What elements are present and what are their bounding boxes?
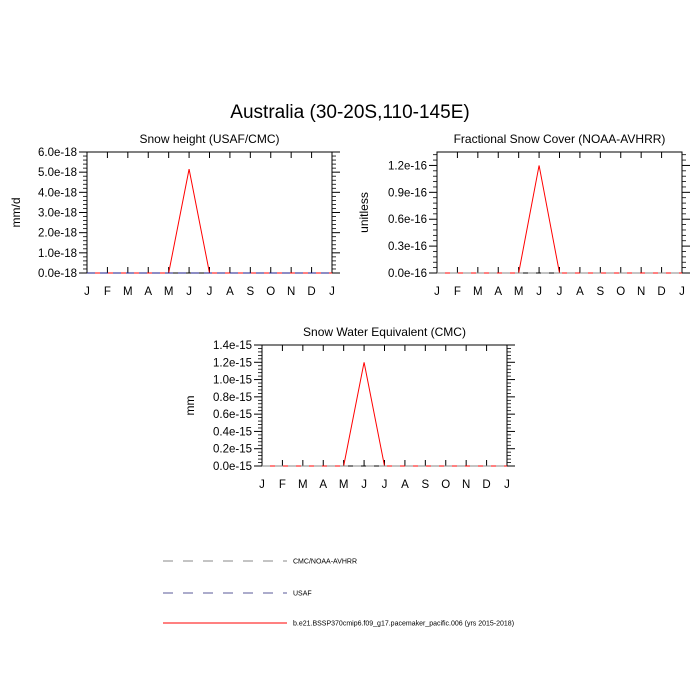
y-tick-label: 0.4e-15 <box>213 426 252 438</box>
panel-3: Snow Water Equivalent (CMC)mmJ F M A M J J A S O N… <box>183 325 515 491</box>
y-tick-label: 1.2e-16 <box>388 160 427 172</box>
x-tick-label: N <box>462 479 470 491</box>
x-tick-label: F <box>454 286 461 298</box>
plot-frame <box>86 151 333 274</box>
x-tick-label: F <box>104 286 111 298</box>
y-tick-label: 0.3e-16 <box>388 241 427 253</box>
y-tick-label: 0.0e-16 <box>388 268 427 280</box>
panel-1: Snow height (USAF/CMC)mm/dJ F M A M J J A S O N D J0… <box>9 132 340 298</box>
x-tick-label: D <box>657 286 665 298</box>
series-line-model <box>437 165 682 274</box>
x-tick-label: A <box>494 286 502 298</box>
x-tick-label: A <box>226 286 234 298</box>
x-tick-label: J <box>557 286 563 298</box>
x-tick-label: O <box>441 479 450 491</box>
y-tick-label: 2.0e-18 <box>38 228 77 240</box>
legend: CMC/NOAA-AVHRR USAF b.e21.BSSP370cmip6.f09… <box>163 559 514 628</box>
x-tick-label: F <box>279 479 286 491</box>
legend-label: b.e21.BSSP370cmip6.f09_g17.pacemaker_pac… <box>293 621 514 628</box>
y-tick-label: 5.0e-18 <box>38 167 77 179</box>
figure-title: Australia (30-20S,110-145E) <box>230 102 469 123</box>
y-tick-label: 0.0e-18 <box>38 268 77 280</box>
x-tick-label: J <box>84 286 90 298</box>
plot-frame <box>261 344 508 467</box>
y-tick-label: 0.6e-15 <box>213 409 252 421</box>
x-tick-label: M <box>123 286 133 298</box>
y-tick-label: 0.2e-15 <box>213 444 252 456</box>
legend-label: CMC/NOAA-AVHRR <box>293 559 357 566</box>
x-tick-label: J <box>504 479 510 491</box>
y-tick-label: 1.0e-15 <box>213 375 252 387</box>
x-tick-label: J <box>536 286 542 298</box>
y-tick-label: 1.4e-15 <box>213 340 252 352</box>
series-line-model <box>87 169 332 274</box>
y-tick-label: 1.2e-15 <box>213 357 252 369</box>
y-tick-label: 0.8e-15 <box>213 392 252 404</box>
x-tick-label: A <box>319 479 327 491</box>
x-tick-label: D <box>482 479 490 491</box>
panel-2: Fractional Snow Cover (NOAA-AVHRR) unitle… <box>357 132 690 298</box>
x-tick-label: J <box>434 286 440 298</box>
x-tick-label: J <box>207 286 213 298</box>
x-tick-label: O <box>266 286 275 298</box>
panel-title: Snow Water Equivalent (CMC) <box>303 325 466 339</box>
plot-frame <box>436 151 683 274</box>
x-tick-label: A <box>144 286 152 298</box>
x-tick-label: A <box>401 479 409 491</box>
y-tick-label: 6.0e-18 <box>38 147 77 159</box>
panel-title: Snow height (USAF/CMC) <box>139 132 279 146</box>
x-tick-label: M <box>514 286 524 298</box>
x-tick-label: D <box>307 286 315 298</box>
x-tick-label: J <box>382 479 388 491</box>
y-tick-label: 0.9e-16 <box>388 187 427 199</box>
x-tick-label: J <box>329 286 335 298</box>
x-tick-label: M <box>339 479 349 491</box>
y-tick-label: 0.6e-16 <box>388 214 427 226</box>
y-tick-label: 4.0e-18 <box>38 187 77 199</box>
y-tick-label: 1.0e-18 <box>38 248 77 260</box>
x-tick-label: N <box>637 286 645 298</box>
x-tick-label: S <box>596 286 604 298</box>
x-tick-label: N <box>287 286 295 298</box>
x-tick-label: M <box>298 479 308 491</box>
x-tick-label: J <box>679 286 685 298</box>
panel-title: Fractional Snow Cover (NOAA-AVHRR) <box>454 132 666 146</box>
panels: Snow height (USAF/CMC)mm/dJ F M A M J J A S O N D J0… <box>9 132 690 491</box>
y-axis-label: mm <box>183 396 197 416</box>
x-tick-label: S <box>246 286 254 298</box>
x-tick-label: S <box>421 479 429 491</box>
x-tick-label: O <box>616 286 625 298</box>
x-tick-label: J <box>361 479 367 491</box>
x-tick-label: M <box>164 286 174 298</box>
x-tick-label: J <box>186 286 192 298</box>
x-tick-label: M <box>473 286 483 298</box>
y-axis-label: mm/d <box>9 198 23 228</box>
legend-label: USAF <box>293 591 312 598</box>
series-line-model <box>262 362 507 467</box>
x-tick-label: A <box>576 286 584 298</box>
x-tick-label: J <box>259 479 265 491</box>
y-tick-label: 3.0e-18 <box>38 208 77 220</box>
y-tick-label: 0.0e-15 <box>213 461 252 473</box>
y-axis-label: unitless <box>357 192 371 233</box>
